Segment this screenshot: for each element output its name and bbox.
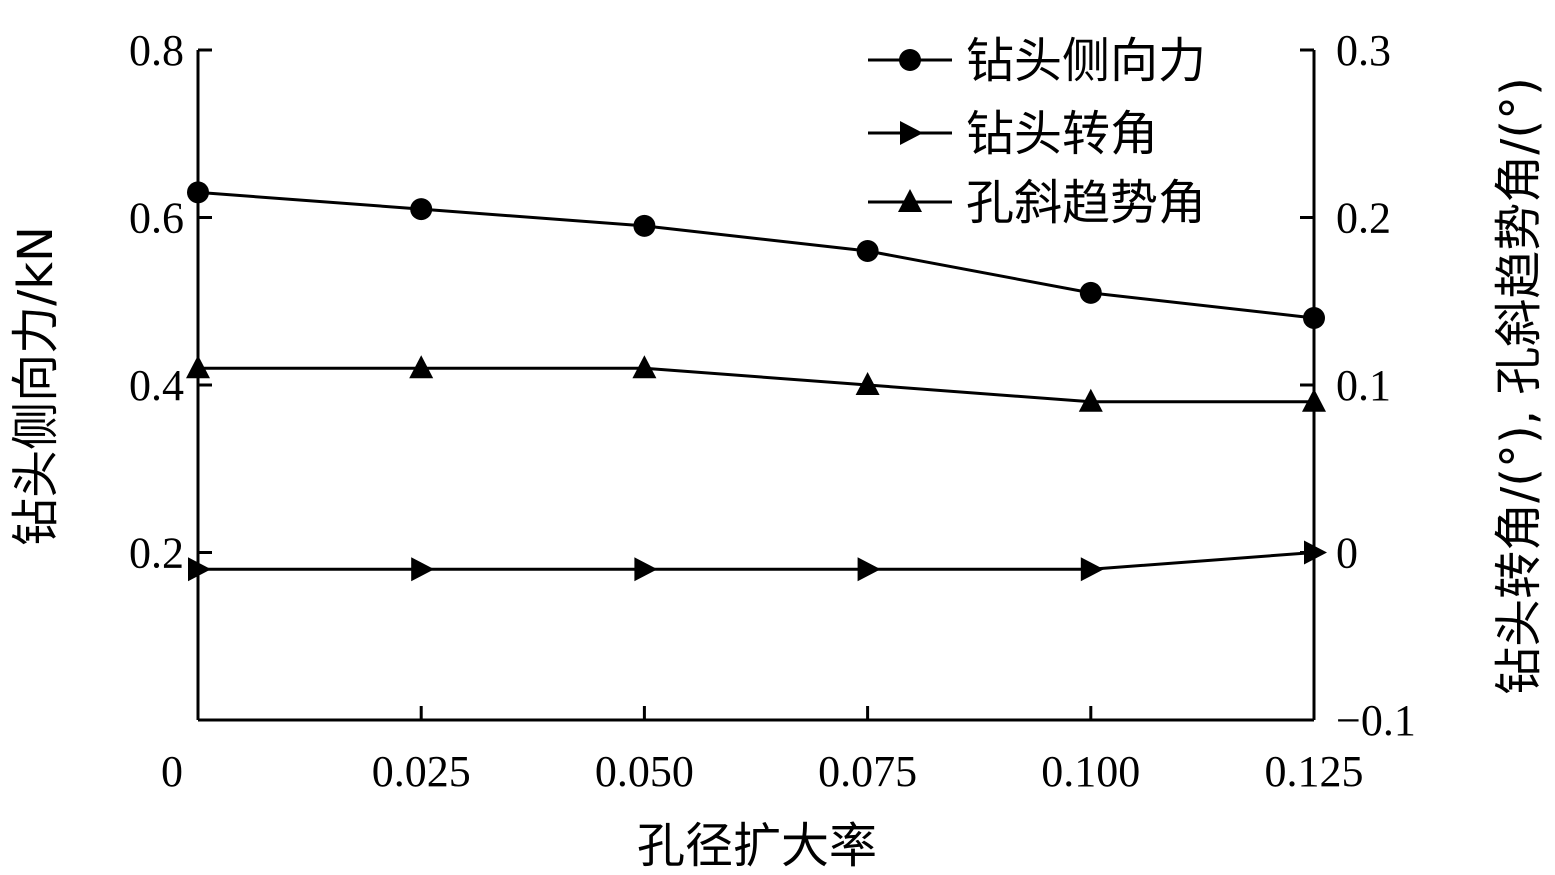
series-line-triangle-right <box>198 551 1315 571</box>
data-point-triangle-up <box>1078 388 1103 412</box>
legend-marker <box>898 189 922 212</box>
y-left-tick-label: 0.2 <box>129 529 184 578</box>
data-point-triangle-up <box>632 355 657 379</box>
data-point-triangle-up <box>1302 388 1326 412</box>
data-point-circle <box>856 240 879 262</box>
data-point-circle <box>633 214 656 237</box>
series-line-circle <box>197 190 1315 320</box>
data-point-triangle-right <box>1080 557 1104 582</box>
legend-label: 钻头转角 <box>966 106 1158 162</box>
data-point-circle <box>1079 281 1102 304</box>
x-tick-label: 0.075 <box>818 747 917 796</box>
y-left-tick-label: 0.4 <box>129 361 184 410</box>
series-layer <box>186 181 1327 582</box>
y-left-tick-label: 0.8 <box>129 26 184 75</box>
legend-marker <box>899 49 921 71</box>
labels: 孔径扩大率 钻头侧向力/kN 钻头转角/(°), 孔斜趋势角/(°) <box>8 77 1547 874</box>
y-right-tick-label: 0 <box>1336 529 1358 578</box>
legend-label: 孔斜趋势角 <box>966 175 1206 231</box>
x-tick-label: 0.125 <box>1265 747 1364 796</box>
data-point-triangle-right <box>411 557 435 582</box>
x-tick-label: 0 <box>161 747 183 796</box>
data-point-triangle-right <box>188 557 211 582</box>
series-line-triangle-up <box>198 366 1314 404</box>
y-left-axis-title: 钻头侧向力/kN <box>8 226 64 546</box>
data-point-triangle-up <box>186 355 210 379</box>
legend-label: 钻头侧向力 <box>966 33 1206 89</box>
data-point-circle <box>187 181 209 204</box>
y-left-tick-label: 0.6 <box>129 194 184 243</box>
y-right-tick-label: −0.1 <box>1336 696 1416 745</box>
x-tick-label: 0.050 <box>595 747 694 796</box>
data-point-triangle-right <box>634 557 658 582</box>
y-right-tick-label: 0.2 <box>1336 194 1391 243</box>
data-point-triangle-right <box>857 557 881 582</box>
x-tick-label: 0.100 <box>1041 747 1140 796</box>
x-tick-label: 0.025 <box>372 747 471 796</box>
y-right-tick-label: 0.1 <box>1336 361 1391 410</box>
y-right-tick-label: 0.3 <box>1336 26 1391 75</box>
axes: 0 0.025 0.050 0.075 0.100 0.125 0.2 0.4 0.6 0.8 −0… <box>129 26 1416 796</box>
data-point-triangle-up <box>409 355 434 379</box>
data-point-triangle-up <box>855 372 880 395</box>
x-axis-title: 孔径扩大率 <box>637 818 877 874</box>
data-point-circle <box>410 198 433 221</box>
data-point-circle <box>1303 307 1325 329</box>
legend-marker <box>900 121 923 145</box>
data-point-triangle-right <box>1304 540 1327 565</box>
y-right-axis-title: 钻头转角/(°), 孔斜趋势角/(°) <box>1491 77 1547 695</box>
